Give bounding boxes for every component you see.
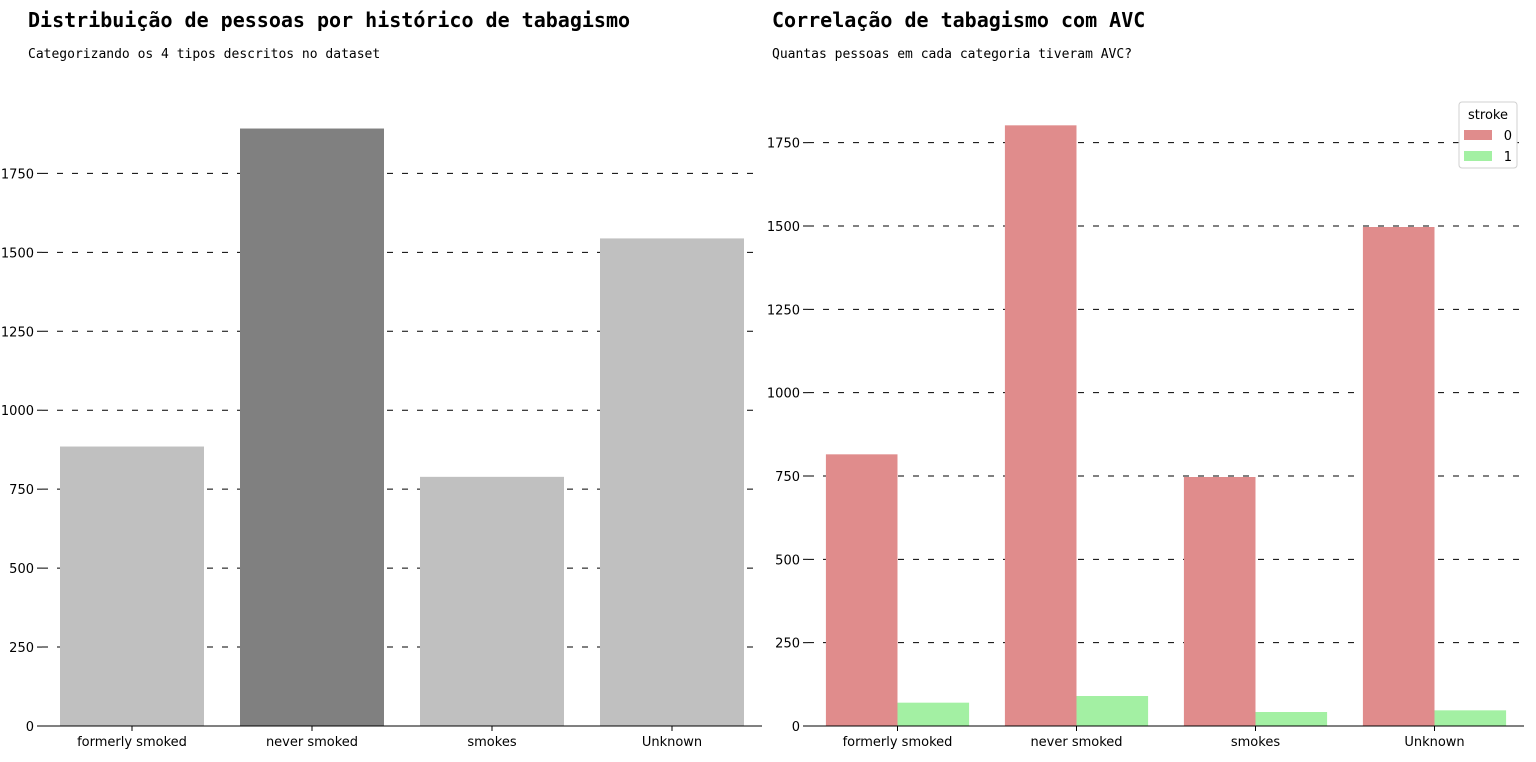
x-tick-label: formerly smoked <box>77 735 187 750</box>
y-tick-label: 500 <box>775 553 800 568</box>
y-tick-label: 1250 <box>1 325 34 340</box>
y-tick-label: 1000 <box>1 404 34 419</box>
y-tick-label: 1500 <box>767 220 800 235</box>
x-tick-label: formerly smoked <box>843 735 953 750</box>
x-tick-label: never smoked <box>266 735 358 750</box>
legend-swatch <box>1464 130 1492 140</box>
bar-unknown <box>600 238 744 726</box>
x-tick-label: smokes <box>1231 735 1280 750</box>
y-tick-label: 1750 <box>1 167 34 182</box>
x-tick-label: never smoked <box>1030 735 1122 750</box>
bar-formerly-smoked <box>60 446 204 726</box>
bar-series-1-smokes <box>1255 712 1328 726</box>
bar-smokes <box>420 476 564 726</box>
y-tick-label: 1500 <box>1 246 34 261</box>
chart-2-title: Correlação de tabagismo com AVC <box>772 8 1146 32</box>
y-tick-label: 250 <box>9 641 34 656</box>
bar-series-0-formerly-smoked <box>825 454 898 726</box>
legend-title: stroke <box>1468 108 1508 123</box>
chart-1: 0 250 500 750 1000 1250 1500 1750 formerly smoke… <box>1 128 762 750</box>
y-tick-label: 250 <box>775 637 800 652</box>
bar-series-0-unknown <box>1362 227 1435 726</box>
bar-series-1-formerly-smoked <box>897 702 970 726</box>
y-tick-label: 750 <box>775 470 800 485</box>
x-tick-label: smokes <box>467 735 516 750</box>
bar-series-1-unknown <box>1434 710 1507 726</box>
y-tick-label: 0 <box>792 720 800 735</box>
chart-2-subtitle: Quantas pessoas em cada categoria tivera… <box>772 47 1133 62</box>
y-tick-label: 1750 <box>767 137 800 152</box>
x-tick-label: Unknown <box>1404 735 1464 750</box>
legend-label: 0 <box>1504 129 1512 144</box>
bar-series-0-smokes <box>1183 477 1256 726</box>
y-tick-label: 1250 <box>767 303 800 318</box>
chart-1-title: Distribuição de pessoas por histórico de… <box>28 8 631 32</box>
x-tick-label: Unknown <box>642 735 702 750</box>
y-tick-label: 0 <box>26 720 34 735</box>
bar-series-1-never-smoked <box>1076 696 1149 726</box>
chart-2: 0 250 500 750 1000 1250 1500 1750 formerly smoke… <box>767 101 1524 750</box>
y-tick-label: 1000 <box>767 387 800 402</box>
bar-series-0-never-smoked <box>1004 125 1077 727</box>
chart-1-subtitle: Categorizando os 4 tipos descritos no da… <box>28 47 381 62</box>
legend: stroke 0 1 <box>1458 101 1518 169</box>
legend-label: 1 <box>1504 150 1512 165</box>
bar-never-smoked <box>240 128 384 727</box>
legend-swatch <box>1464 151 1492 161</box>
y-tick-label: 750 <box>9 483 34 498</box>
y-tick-label: 500 <box>9 562 34 577</box>
